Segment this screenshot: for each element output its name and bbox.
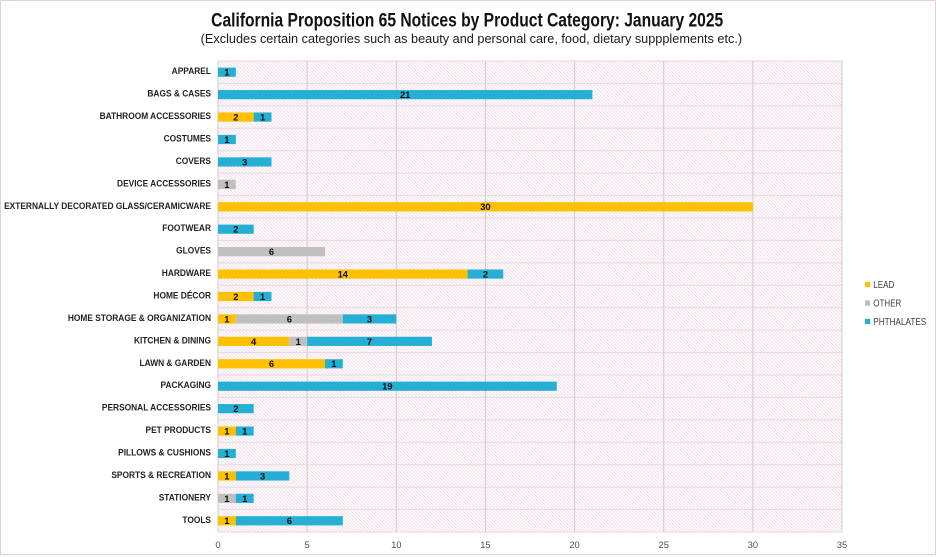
svg-text:30: 30 <box>748 539 758 550</box>
svg-text:PERSONAL ACCESSORIES: PERSONAL ACCESSORIES <box>102 402 211 413</box>
svg-text:1: 1 <box>260 291 265 302</box>
svg-text:1: 1 <box>224 134 229 145</box>
svg-text:6: 6 <box>269 358 274 369</box>
svg-text:4: 4 <box>251 336 257 347</box>
svg-text:6: 6 <box>287 313 292 324</box>
svg-text:PACKAGING: PACKAGING <box>161 380 212 391</box>
svg-text:1: 1 <box>224 470 229 481</box>
svg-text:(Excludes certain categories s: (Excludes certain categories such as bea… <box>201 31 742 46</box>
svg-text:1: 1 <box>224 179 229 190</box>
svg-text:DEVICE ACCESSORIES: DEVICE ACCESSORIES <box>117 178 211 189</box>
svg-text:20: 20 <box>569 539 579 550</box>
svg-text:OTHER: OTHER <box>873 298 901 309</box>
svg-text:LEAD: LEAD <box>873 279 894 290</box>
svg-text:STATIONERY: STATIONERY <box>159 492 211 503</box>
svg-text:PHTHALATES: PHTHALATES <box>873 316 926 327</box>
svg-text:2: 2 <box>233 224 238 235</box>
svg-text:1: 1 <box>260 111 265 122</box>
svg-text:HARDWARE: HARDWARE <box>162 268 211 279</box>
svg-text:1: 1 <box>224 67 229 78</box>
svg-text:3: 3 <box>367 313 372 324</box>
svg-text:BATHROOM ACCESSORIES: BATHROOM ACCESSORIES <box>100 111 211 122</box>
svg-text:PILLOWS & CUSHIONS: PILLOWS & CUSHIONS <box>118 447 211 458</box>
svg-text:1: 1 <box>224 493 229 504</box>
svg-text:TOOLS: TOOLS <box>182 514 211 525</box>
svg-text:3: 3 <box>260 470 265 481</box>
svg-text:2: 2 <box>233 111 238 122</box>
svg-text:6: 6 <box>287 515 292 526</box>
svg-text:COSTUMES: COSTUMES <box>164 133 211 144</box>
svg-text:EXTERNALLY DECORATED GLASS/CER: EXTERNALLY DECORATED GLASS/CERAMICWARE <box>4 200 211 211</box>
svg-text:COVERS: COVERS <box>176 155 211 166</box>
svg-text:0: 0 <box>215 539 220 550</box>
svg-text:1: 1 <box>224 425 229 436</box>
svg-text:APPAREL: APPAREL <box>172 66 212 77</box>
svg-text:1: 1 <box>242 425 247 436</box>
svg-text:California Proposition 65 Noti: California Proposition 65 Notices by Pro… <box>211 9 723 31</box>
svg-text:1: 1 <box>296 336 301 347</box>
svg-text:35: 35 <box>837 539 847 550</box>
svg-text:2: 2 <box>233 403 238 414</box>
svg-text:1: 1 <box>224 313 229 324</box>
svg-text:6: 6 <box>269 246 274 257</box>
svg-text:3: 3 <box>242 156 247 167</box>
svg-text:10: 10 <box>391 539 401 550</box>
svg-text:1: 1 <box>331 358 336 369</box>
svg-text:30: 30 <box>480 201 490 212</box>
svg-text:GLOVES: GLOVES <box>176 245 211 256</box>
svg-text:KITCHEN & DINING: KITCHEN & DINING <box>134 335 211 346</box>
svg-text:19: 19 <box>382 381 392 392</box>
svg-text:21: 21 <box>400 89 410 100</box>
svg-text:2: 2 <box>233 291 238 302</box>
svg-text:PET PRODUCTS: PET PRODUCTS <box>146 425 212 436</box>
svg-text:HOME STORAGE & ORGANIZATION: HOME STORAGE & ORGANIZATION <box>68 312 211 323</box>
svg-text:1: 1 <box>224 515 229 526</box>
svg-text:14: 14 <box>338 268 349 279</box>
svg-text:15: 15 <box>480 539 490 550</box>
svg-text:25: 25 <box>658 539 668 550</box>
svg-text:LAWN & GARDEN: LAWN & GARDEN <box>140 357 211 368</box>
svg-text:2: 2 <box>483 268 488 279</box>
svg-text:1: 1 <box>242 493 247 504</box>
svg-text:BAGS & CASES: BAGS & CASES <box>147 88 211 99</box>
svg-text:5: 5 <box>305 539 310 550</box>
svg-text:HOME DÉCOR: HOME DÉCOR <box>153 290 211 301</box>
svg-text:FOOTWEAR: FOOTWEAR <box>162 223 211 234</box>
svg-text:7: 7 <box>367 336 372 347</box>
svg-text:SPORTS & RECREATION: SPORTS & RECREATION <box>111 469 211 480</box>
svg-text:1: 1 <box>224 448 229 459</box>
